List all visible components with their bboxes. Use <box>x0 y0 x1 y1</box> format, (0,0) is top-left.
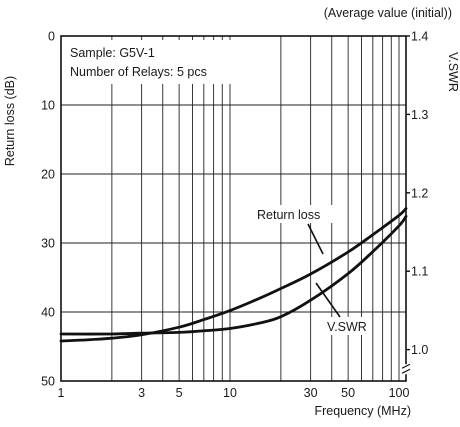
x-tick-label: 10 <box>223 386 237 400</box>
ticks: 0 10 20 30 40 50 1.4 1.3 1.2 1.1 1.0 1 3 5 10 30 50 100 <box>41 30 428 401</box>
y-right-tick-label: 1.4 <box>411 30 428 44</box>
vswr-curve-label: V.SWR <box>327 320 367 334</box>
return-loss-curve <box>59 207 408 343</box>
y-right-tick-label: 1.0 <box>411 343 428 357</box>
x-tick-label: 50 <box>341 386 355 400</box>
vswr-curve <box>59 214 408 336</box>
return-loss-curve-label: Return loss <box>257 208 320 222</box>
x-axis-label: Frequency (MHz) <box>314 404 411 418</box>
y-left-tick-label: 30 <box>41 237 55 251</box>
y-left-tick-label: 20 <box>41 168 55 182</box>
axis-break-gap <box>402 364 410 375</box>
curves <box>59 207 408 343</box>
axis-break-stroke <box>401 368 411 374</box>
x-tick-label: 1 <box>58 386 65 400</box>
y-axis-right-label: V.SWR <box>446 52 460 92</box>
y-left-tick-label: 50 <box>41 375 55 389</box>
annotation-background <box>64 40 236 84</box>
return-loss-label-background <box>253 205 333 223</box>
y-left-tick-label: 0 <box>48 30 55 44</box>
x-tick-label: 3 <box>138 386 145 400</box>
plot-frame <box>60 35 407 382</box>
y-axis-left-label: Return loss (dB) <box>3 76 17 166</box>
y-right-tick-label: 1.3 <box>411 108 428 122</box>
return-loss-leader-line <box>307 223 324 255</box>
annotation-sample: Sample: G5V-1 <box>70 46 155 60</box>
vswr-label-background <box>324 317 372 335</box>
annotation-relay-count: Number of Relays: 5 pcs <box>70 65 207 79</box>
chart-title: (Average value (initial)) <box>324 6 452 20</box>
y-right-tick-label: 1.1 <box>411 265 428 279</box>
y-left-tick-label: 10 <box>41 99 55 113</box>
x-tick-label: 100 <box>389 386 410 400</box>
vswr-leader-line <box>315 282 341 318</box>
y-left-tick-label: 40 <box>41 306 55 320</box>
right-axis-break-mark <box>401 363 411 375</box>
x-tick-label: 5 <box>176 386 183 400</box>
x-tick-label: 30 <box>304 386 318 400</box>
axis-break-stroke <box>401 363 411 369</box>
y-right-tick-label: 1.2 <box>411 186 428 200</box>
